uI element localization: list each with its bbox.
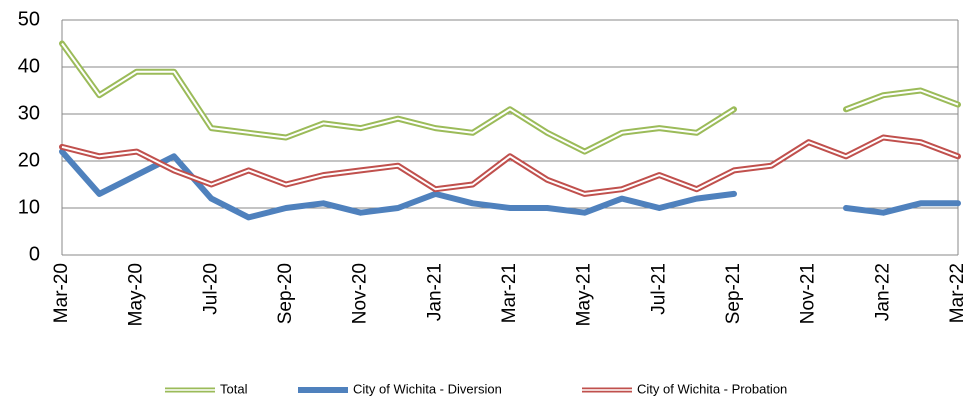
x-tick-label: Jul-21	[648, 263, 669, 315]
series-line-inner	[61, 42, 959, 153]
series-line	[59, 40, 961, 155]
legend-label: City of Wichita - Probation	[637, 381, 787, 396]
x-tick-label: Mar-22	[947, 263, 968, 323]
y-tick-label: 20	[18, 149, 40, 171]
x-tick-label: Nov-20	[350, 263, 371, 324]
x-tick-label: Sep-20	[275, 263, 296, 324]
series-line-inner	[61, 136, 959, 195]
x-tick-label: Mar-20	[51, 263, 72, 323]
x-tick-label: Sep-21	[723, 263, 744, 324]
x-tick-label: Jan-22	[872, 263, 893, 321]
x-tick-label: May-20	[126, 263, 147, 326]
x-tick-label: Mar-21	[499, 263, 520, 323]
legend-label: City of Wichita - Diversion	[353, 381, 502, 396]
x-tick-label: Nov-21	[798, 263, 819, 324]
x-tick-label: Jul-20	[200, 263, 221, 315]
x-tick-label: May-21	[574, 263, 595, 326]
y-tick-label: 0	[29, 243, 40, 265]
legend-item: City of Wichita - Diversion	[298, 381, 502, 396]
legend-item: City of Wichita - Probation	[582, 381, 787, 396]
x-tick-label: Jan-21	[424, 263, 445, 321]
legend-label: Total	[220, 381, 248, 396]
y-tick-label: 50	[18, 8, 40, 30]
y-tick-label: 40	[18, 55, 40, 77]
y-tick-label: 30	[18, 102, 40, 124]
y-tick-label: 10	[18, 196, 40, 218]
legend-item: Total	[165, 381, 248, 396]
series-line	[59, 148, 961, 221]
